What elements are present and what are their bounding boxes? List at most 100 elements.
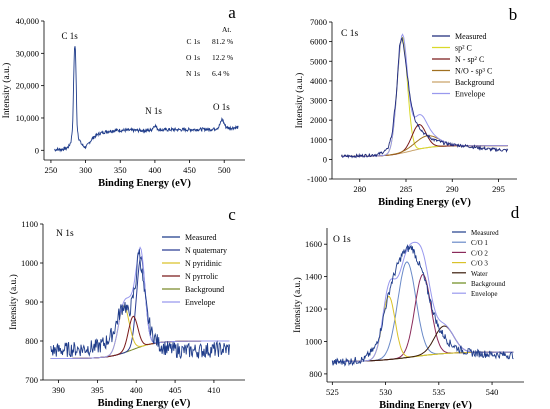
table-row-value: 6.4 %	[212, 69, 230, 78]
legend: Measured sp² C N - sp² C N/O - sp³ C Backgro…	[432, 32, 494, 99]
x-tick-label: 525	[326, 387, 339, 397]
y-tick-label: 30,000	[16, 48, 39, 58]
y-tick-label: 800	[25, 336, 38, 346]
y-axis-label: Intensity (a.u.)	[294, 73, 305, 129]
x-tick-label: 295	[492, 184, 505, 194]
plot-area	[331, 241, 514, 367]
legend-label: sp² C	[455, 44, 472, 53]
y-tick-label: 700	[25, 375, 38, 385]
y-tick-label: 5000	[310, 56, 327, 66]
legend-label: Envelope	[455, 90, 486, 99]
series-line-measured	[341, 36, 509, 159]
x-tick-label: 530	[379, 387, 392, 397]
panel-letter: c	[228, 205, 236, 224]
x-tick-label: 300	[79, 165, 92, 175]
peak-annotation: C 1s	[62, 31, 79, 41]
plot-area	[341, 33, 509, 159]
y-tick-label: 3000	[310, 96, 327, 106]
y-tick-label: 6000	[310, 37, 327, 47]
x-tick-label: 535	[432, 387, 445, 397]
legend-label: C/O 1	[471, 239, 488, 247]
y-tick-label: 2000	[310, 115, 327, 125]
y-tick-label: 20,000	[16, 81, 39, 91]
y-tick-label: 1400	[305, 272, 322, 282]
y-tick-label: -1000	[307, 174, 327, 184]
plot-area	[50, 246, 230, 360]
series-line-measured	[54, 46, 239, 153]
y-tick-label: 7000	[310, 17, 327, 27]
y-tick-label: 0	[35, 145, 39, 155]
x-tick-label: 540	[486, 387, 499, 397]
y-tick-label: 1600	[305, 239, 322, 249]
series-line-water	[332, 325, 514, 363]
x-tick-label: 500	[218, 165, 231, 175]
x-axis-label: Binding Energy (eV)	[379, 400, 472, 409]
legend-label: Envelope	[185, 298, 216, 307]
table-row-label: C 1s	[186, 37, 200, 46]
series-line-envelope	[332, 241, 514, 363]
legend-label: Water	[471, 270, 488, 278]
y-axis-label: Intensity (a.u.)	[1, 63, 12, 119]
x-tick-label: 290	[446, 184, 459, 194]
x-tick-label: 390	[52, 385, 65, 395]
x-tick-label: 280	[353, 184, 366, 194]
panel-letter: a	[228, 3, 236, 22]
y-tick-label: 1000	[21, 258, 38, 268]
panel-title: C 1s	[341, 29, 358, 39]
panel-c: 390 395 400 405 410 700 800 900 1000 1100 Binding …	[8, 205, 245, 409]
panel-b: 280 285 290 295 -1000 0 1000 2000 3000 4000 5000 60…	[294, 5, 517, 208]
y-tick-label: 4000	[310, 76, 327, 86]
legend-label: Measured	[185, 233, 217, 242]
plot-area	[54, 46, 239, 153]
x-tick-label: 400	[149, 165, 162, 175]
x-tick-label: 450	[183, 165, 196, 175]
legend-label: N/O - sp³ C	[455, 67, 492, 76]
y-tick-label: 0	[323, 154, 327, 164]
legend-label: Measured	[455, 32, 487, 41]
legend: Measured C/O 1 C/O 2 C/O 3 Water Background En…	[452, 229, 506, 298]
x-tick-label: 285	[400, 184, 413, 194]
panel-d: 525 530 535 540 800 1000 1200 1400 1600 Binding E…	[292, 203, 524, 409]
legend-label: C/O 3	[471, 260, 488, 268]
x-axis-label: Binding Energy (eV)	[378, 197, 471, 208]
legend-label: N quaternary	[185, 246, 227, 255]
legend-label: N pyrrolic	[185, 272, 219, 281]
x-tick-label: 405	[169, 385, 182, 395]
legend-label: Background	[185, 285, 224, 294]
y-tick-label: 1100	[21, 219, 38, 229]
table-row-label: N 1s	[186, 69, 200, 78]
panel-letter: d	[511, 203, 520, 222]
y-tick-label: 900	[25, 297, 38, 307]
peak-annotation: N 1s	[145, 106, 162, 116]
series-line-measured	[50, 249, 230, 360]
legend-label: N - sp² C	[455, 55, 484, 64]
y-tick-label: 1000	[310, 135, 327, 145]
legend-label: N pyridinic	[185, 259, 222, 268]
y-tick-label: 800	[309, 369, 322, 379]
y-tick-label: 40,000	[16, 16, 39, 26]
series-line-nsp2	[341, 123, 508, 157]
x-axis-label: Binding Energy (eV)	[98, 398, 191, 409]
series-line-measured	[331, 244, 514, 367]
table-header: At.	[222, 25, 232, 34]
x-tick-label: 395	[91, 385, 104, 395]
x-tick-label: 400	[130, 385, 143, 395]
x-axis-label: Binding Energy (eV)	[98, 178, 191, 189]
y-tick-label: 1200	[305, 304, 322, 314]
table-row-label: O 1s	[186, 53, 200, 62]
peak-annotation: O 1s	[213, 102, 230, 112]
series-line-envelope	[50, 246, 230, 359]
x-tick-label: 350	[114, 165, 127, 175]
x-tick-label: 410	[208, 385, 221, 395]
panel-letter: b	[509, 5, 518, 24]
y-axis-label: Intensity (a.u.)	[292, 277, 303, 333]
y-axis-label: Intensity (a.u.)	[8, 274, 19, 330]
legend-label: Background	[455, 78, 494, 87]
table-row-value: 81.2 %	[212, 37, 233, 46]
series-line-npyd	[50, 305, 230, 359]
panel-a: 250 300 350 400 450 500 0 10,000 20,000 30,000 40,…	[1, 3, 245, 189]
legend-label: C/O 2	[471, 249, 488, 257]
x-tick-label: 250	[45, 165, 58, 175]
legend-label: Background	[471, 280, 506, 288]
legend-label: Measured	[471, 229, 499, 237]
